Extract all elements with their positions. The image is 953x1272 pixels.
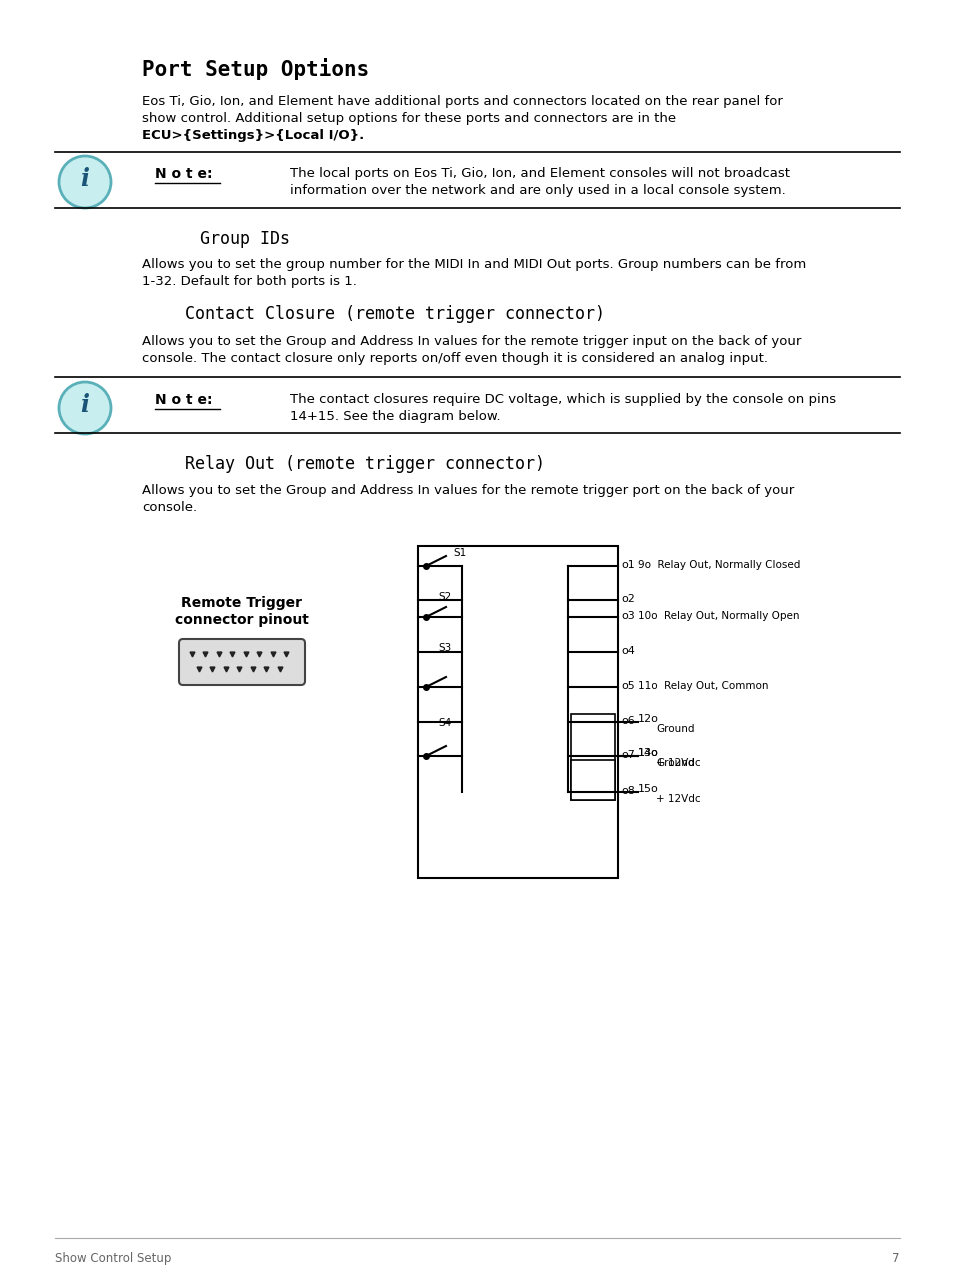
Text: Relay Out (remote trigger connector): Relay Out (remote trigger connector) [185,455,544,473]
Text: 13o: 13o [638,748,659,758]
Text: The local ports on Eos Ti, Gio, Ion, and Element consoles will not broadcast: The local ports on Eos Ti, Gio, Ion, and… [290,167,789,181]
Text: S3: S3 [437,644,451,653]
Text: + 12Vdc: + 12Vdc [656,758,700,768]
Text: Show Control Setup: Show Control Setup [55,1252,172,1264]
Text: Port Setup Options: Port Setup Options [142,59,369,80]
Circle shape [59,156,111,209]
Text: Ground: Ground [656,724,694,734]
Text: i: i [80,393,90,417]
Bar [571,714,615,800]
Text: Group IDs: Group IDs [200,230,290,248]
Text: Contact Closure (remote trigger connector): Contact Closure (remote trigger connecto… [185,305,604,323]
Text: 9o  Relay Out, Normally Closed: 9o Relay Out, Normally Closed [638,560,800,570]
Text: 14o: 14o [638,748,659,758]
Text: information over the network and are only used in a local console system.: information over the network and are onl… [290,184,785,197]
Text: 1-32. Default for both ports is 1.: 1-32. Default for both ports is 1. [142,275,356,287]
Text: N o t e:: N o t e: [154,393,213,407]
Text: Remote Trigger: Remote Trigger [181,597,302,611]
Text: 7: 7 [892,1252,899,1264]
Text: Ground: Ground [656,758,694,768]
Text: Allows you to set the Group and Address In values for the remote trigger input o: Allows you to set the Group and Address … [142,335,801,349]
Text: connector pinout: connector pinout [175,613,309,627]
Text: N o t e:: N o t e: [154,167,213,181]
Circle shape [59,382,111,434]
Text: o2: o2 [620,594,634,604]
Text: console. The contact closure only reports on/off even though it is considered an: console. The contact closure only report… [142,352,767,365]
Text: + 12Vdc: + 12Vdc [656,794,700,804]
Text: S1: S1 [453,548,466,558]
Text: Allows you to set the Group and Address In values for the remote trigger port on: Allows you to set the Group and Address … [142,485,794,497]
Text: o8: o8 [620,786,634,796]
Text: o4: o4 [620,646,634,656]
Text: o1: o1 [620,560,634,570]
Text: show control. Additional setup options for these ports and connectors are in the: show control. Additional setup options f… [142,112,676,125]
Text: o3: o3 [620,611,634,621]
Text: 15o: 15o [638,784,659,794]
Text: ECU>{Settings}>{Local I/O}.: ECU>{Settings}>{Local I/O}. [142,128,364,142]
Text: 14+15. See the diagram below.: 14+15. See the diagram below. [290,410,500,424]
Text: i: i [80,167,90,191]
Text: o6: o6 [620,716,634,726]
Text: console.: console. [142,501,197,514]
Text: 11o  Relay Out, Common: 11o Relay Out, Common [638,681,768,691]
Text: 10o  Relay Out, Normally Open: 10o Relay Out, Normally Open [638,611,799,621]
Text: The contact closures require DC voltage, which is supplied by the console on pin: The contact closures require DC voltage,… [290,393,835,406]
Bar [571,759,615,800]
Text: 12o: 12o [638,714,659,724]
Text: o7: o7 [620,750,634,759]
Text: S2: S2 [437,591,451,602]
Bar [417,546,618,878]
Text: o5: o5 [620,681,634,691]
FancyBboxPatch shape [179,639,305,686]
Text: S4: S4 [437,717,451,728]
Text: Eos Ti, Gio, Ion, and Element have additional ports and connectors located on th: Eos Ti, Gio, Ion, and Element have addit… [142,95,782,108]
Text: Allows you to set the group number for the MIDI In and MIDI Out ports. Group num: Allows you to set the group number for t… [142,258,805,271]
